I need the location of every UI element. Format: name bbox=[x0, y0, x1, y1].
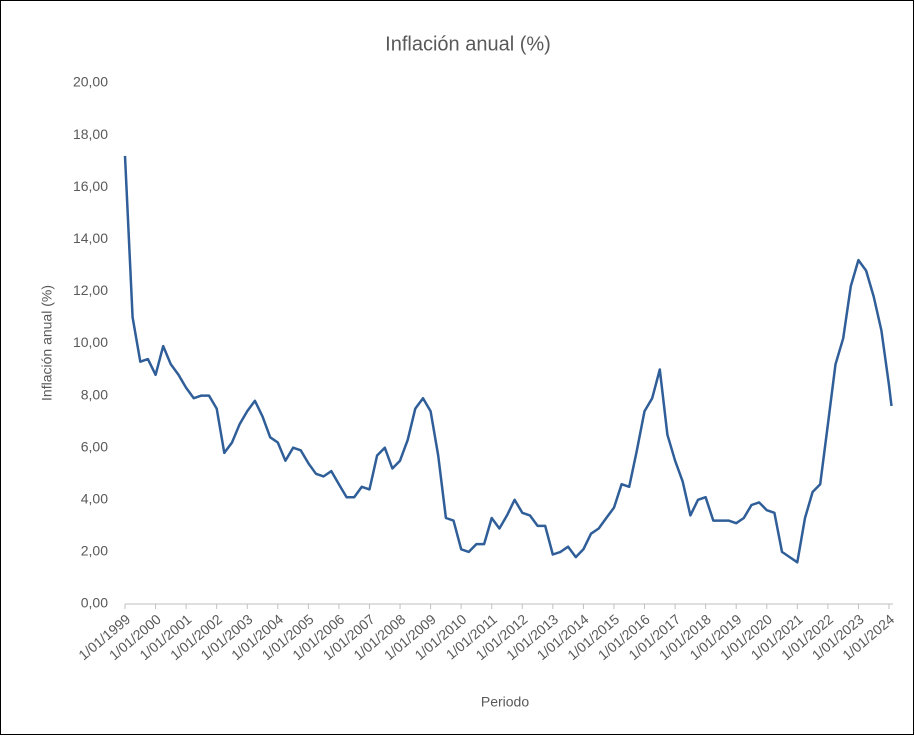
y-tick-label: 6,00 bbox=[81, 438, 108, 454]
y-tick-label: 20,00 bbox=[73, 74, 108, 90]
inflation-line bbox=[123, 155, 893, 564]
y-tick-label: 0,00 bbox=[81, 595, 108, 611]
y-tick-label: 12,00 bbox=[73, 282, 108, 298]
chart-title: Inflación anual (%) bbox=[385, 33, 551, 55]
x-axis-label: Periodo bbox=[481, 694, 529, 710]
y-tick-label: 2,00 bbox=[81, 543, 108, 559]
y-tick-label: 18,00 bbox=[73, 126, 108, 142]
y-axis-label: Inflación anual (%) bbox=[39, 285, 55, 401]
y-tick-label: 8,00 bbox=[81, 386, 108, 402]
y-tick-label: 4,00 bbox=[81, 491, 108, 507]
y-tick-label: 14,00 bbox=[73, 230, 108, 246]
y-tick-label: 16,00 bbox=[73, 178, 108, 194]
y-tick-label: 10,00 bbox=[73, 334, 108, 350]
